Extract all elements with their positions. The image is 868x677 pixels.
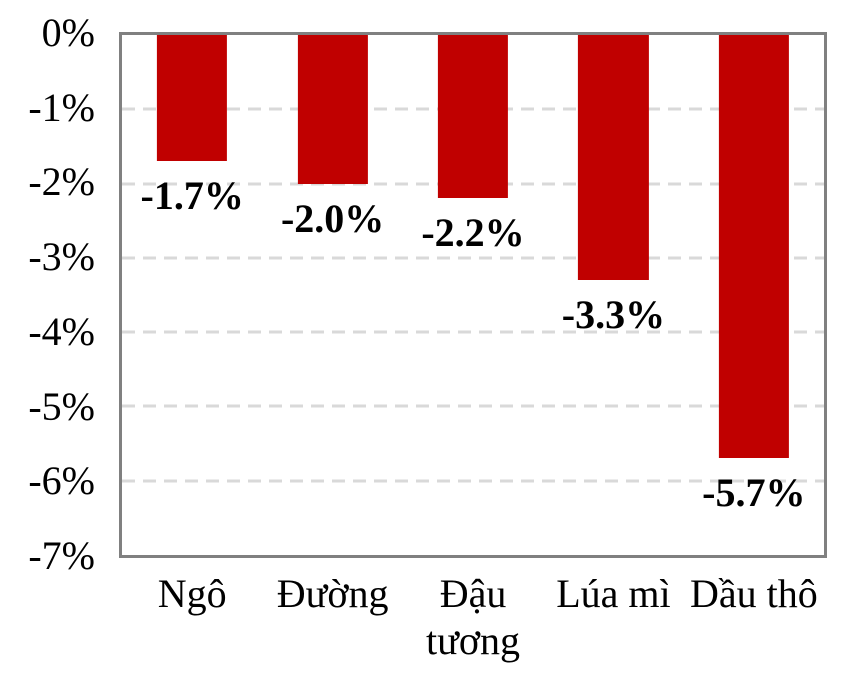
bar-duong — [297, 35, 368, 184]
x-axis-category-label-duong: Đường — [276, 571, 389, 616]
gridline — [122, 330, 824, 334]
bar-slot-dau-tuong: -2.2% — [403, 35, 543, 555]
bar-ngo — [157, 35, 228, 162]
bar-dau-tho — [718, 35, 789, 459]
bar-slot-dau-tho: -5.7% — [684, 35, 824, 555]
y-axis-tick-label: -5% — [28, 383, 95, 429]
bar-dau-tuong — [437, 35, 509, 199]
data-label-duong: -2.0% — [280, 195, 385, 241]
gridline — [122, 404, 824, 408]
bar-lua-mi — [578, 35, 649, 281]
x-axis-category-label-dau-tho: Dầu thô — [689, 571, 818, 616]
data-label-lua-mi: -3.3% — [561, 292, 666, 338]
x-axis-category-label-ngo: Ngô — [157, 571, 227, 616]
gridline — [122, 479, 824, 483]
y-axis-tick-label: -7% — [28, 533, 95, 578]
x-axis: Ngô Đường Đậu tương Lúa mì Dầu thô — [122, 570, 824, 664]
data-label-dau-tho: -5.7% — [702, 470, 806, 516]
gridline — [122, 256, 824, 260]
bar-slot-lua-mi: -3.3% — [543, 35, 683, 555]
y-axis-tick-label: 0% — [41, 10, 95, 55]
y-axis-tick-label: -2% — [28, 159, 95, 205]
plot-area: -1.7% -2.0% -2.2% -3.3% -5.7% — [119, 32, 827, 558]
bar-slot-duong: -2.0% — [262, 35, 402, 555]
y-axis-tick-label: -3% — [28, 234, 95, 280]
y-axis-tick-label: -1% — [28, 84, 95, 130]
data-label-ngo: -1.7% — [140, 173, 244, 219]
bar-series: -1.7% -2.0% -2.2% -3.3% -5.7% — [122, 35, 824, 555]
y-axis-tick-label: -6% — [28, 458, 95, 504]
y-axis-tick-label: -4% — [28, 308, 95, 354]
x-axis-category-label-dau-tuong: Đậu tương — [426, 571, 520, 663]
data-label-dau-tuong: -2.2% — [421, 210, 525, 256]
y-axis: 0% -1% -2% -3% -4% -5% -6% -7% — [0, 11, 95, 578]
bar-slot-ngo: -1.7% — [122, 35, 262, 555]
x-axis-category-label-lua-mi: Lúa mì — [556, 571, 671, 616]
